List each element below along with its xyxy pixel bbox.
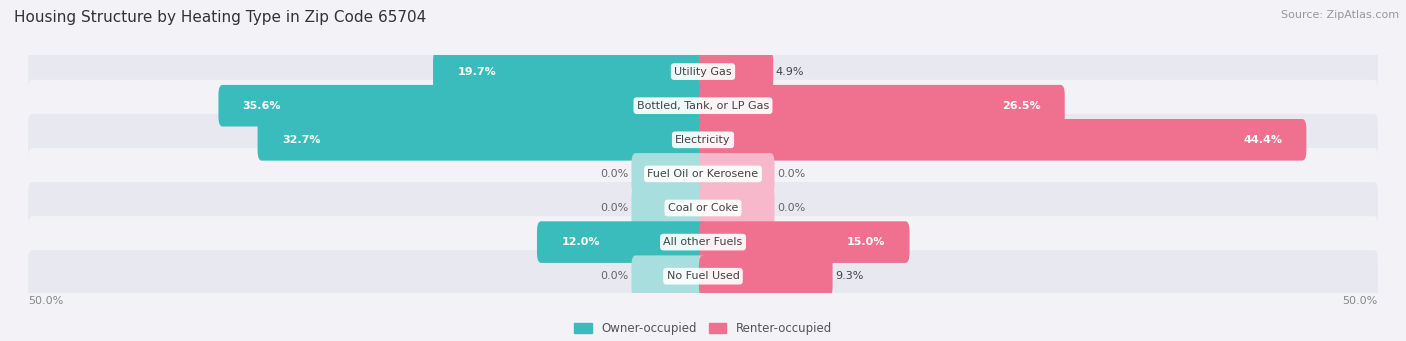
FancyBboxPatch shape (699, 187, 775, 229)
Text: 0.0%: 0.0% (600, 203, 628, 213)
FancyBboxPatch shape (699, 85, 1064, 127)
Text: 50.0%: 50.0% (28, 296, 63, 306)
FancyBboxPatch shape (631, 187, 707, 229)
FancyBboxPatch shape (699, 221, 910, 263)
Text: 0.0%: 0.0% (600, 271, 628, 281)
FancyBboxPatch shape (28, 46, 1378, 98)
Text: 0.0%: 0.0% (778, 169, 806, 179)
Text: 50.0%: 50.0% (1343, 296, 1378, 306)
FancyBboxPatch shape (699, 51, 773, 92)
Text: Electricity: Electricity (675, 135, 731, 145)
Text: 44.4%: 44.4% (1243, 135, 1282, 145)
Text: 32.7%: 32.7% (281, 135, 321, 145)
Text: Housing Structure by Heating Type in Zip Code 65704: Housing Structure by Heating Type in Zip… (14, 10, 426, 25)
FancyBboxPatch shape (28, 148, 1378, 200)
Text: Utility Gas: Utility Gas (675, 66, 731, 77)
Legend: Owner-occupied, Renter-occupied: Owner-occupied, Renter-occupied (569, 317, 837, 340)
FancyBboxPatch shape (28, 114, 1378, 166)
FancyBboxPatch shape (218, 85, 707, 127)
FancyBboxPatch shape (28, 216, 1378, 268)
Text: 12.0%: 12.0% (561, 237, 600, 247)
Text: Coal or Coke: Coal or Coke (668, 203, 738, 213)
Text: 4.9%: 4.9% (776, 66, 804, 77)
Text: 15.0%: 15.0% (846, 237, 886, 247)
Text: All other Fuels: All other Fuels (664, 237, 742, 247)
FancyBboxPatch shape (433, 51, 707, 92)
FancyBboxPatch shape (699, 255, 832, 297)
Text: 19.7%: 19.7% (457, 66, 496, 77)
Text: No Fuel Used: No Fuel Used (666, 271, 740, 281)
Text: 26.5%: 26.5% (1002, 101, 1040, 111)
FancyBboxPatch shape (699, 153, 775, 195)
FancyBboxPatch shape (631, 153, 707, 195)
FancyBboxPatch shape (28, 182, 1378, 234)
Text: 0.0%: 0.0% (778, 203, 806, 213)
FancyBboxPatch shape (28, 80, 1378, 132)
FancyBboxPatch shape (699, 119, 1306, 161)
FancyBboxPatch shape (631, 255, 707, 297)
Text: Source: ZipAtlas.com: Source: ZipAtlas.com (1281, 10, 1399, 20)
Text: Bottled, Tank, or LP Gas: Bottled, Tank, or LP Gas (637, 101, 769, 111)
Text: 35.6%: 35.6% (243, 101, 281, 111)
FancyBboxPatch shape (257, 119, 707, 161)
Text: 9.3%: 9.3% (835, 271, 863, 281)
Text: Fuel Oil or Kerosene: Fuel Oil or Kerosene (647, 169, 759, 179)
Text: 0.0%: 0.0% (600, 169, 628, 179)
FancyBboxPatch shape (28, 250, 1378, 302)
FancyBboxPatch shape (537, 221, 707, 263)
